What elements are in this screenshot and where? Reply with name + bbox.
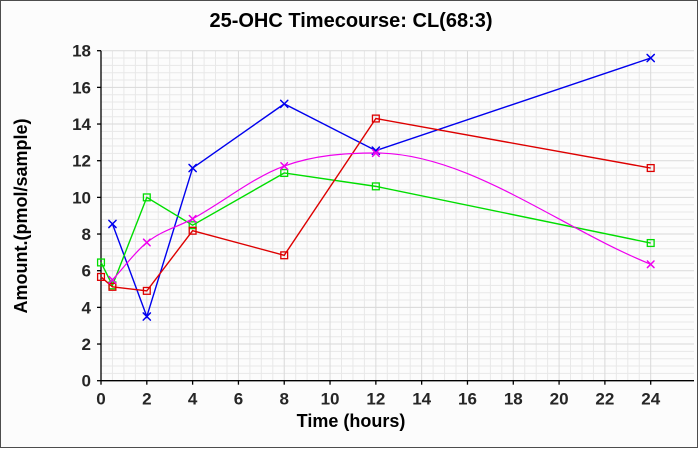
svg-text:12: 12 [72,152,91,171]
svg-text:10: 10 [321,390,340,409]
svg-text:14: 14 [412,390,431,409]
svg-text:0: 0 [82,372,91,391]
svg-text:14: 14 [72,115,91,134]
svg-text:2: 2 [142,390,151,409]
svg-text:0: 0 [96,390,105,409]
svg-text:24: 24 [641,390,660,409]
svg-text:4: 4 [188,390,198,409]
svg-text:16: 16 [72,78,91,97]
svg-text:22: 22 [595,390,614,409]
svg-text:6: 6 [234,390,243,409]
svg-text:18: 18 [504,390,523,409]
svg-text:6: 6 [82,262,91,281]
svg-text:10: 10 [72,188,91,207]
svg-text:16: 16 [458,390,477,409]
svg-text:8: 8 [82,225,91,244]
svg-text:4: 4 [82,298,92,317]
svg-text:12: 12 [366,390,385,409]
svg-text:2: 2 [82,335,91,354]
svg-text:20: 20 [550,390,569,409]
svg-text:18: 18 [72,42,91,61]
svg-text:8: 8 [279,390,288,409]
